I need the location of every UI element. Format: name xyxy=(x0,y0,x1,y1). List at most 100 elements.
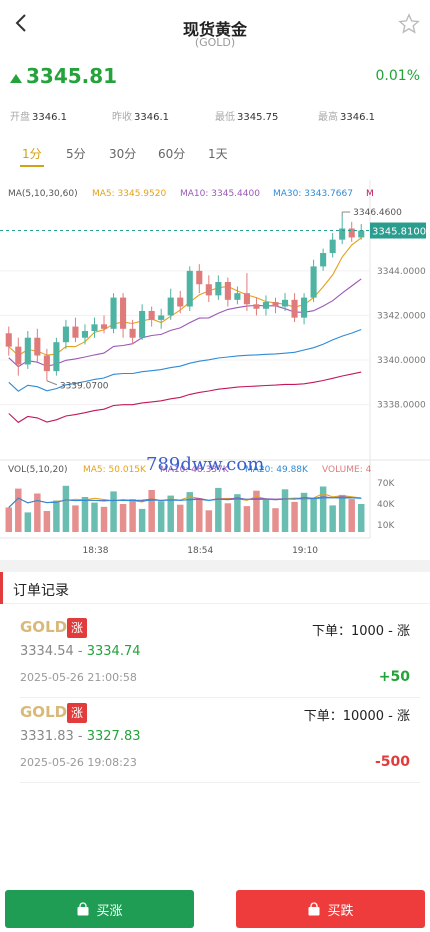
tab-5min[interactable]: 5分 xyxy=(66,147,86,161)
x-tick-label: 18:38 xyxy=(83,546,109,556)
candle-body xyxy=(15,346,22,365)
volume-bar xyxy=(24,512,32,532)
order-direction-badge: 涨 xyxy=(67,618,87,638)
candle-body xyxy=(348,228,355,238)
candle-body xyxy=(339,228,346,240)
order-price-dash: - xyxy=(73,644,87,659)
order-time: 2025-05-26 21:00:58 xyxy=(20,671,137,684)
volume-bar xyxy=(15,488,22,532)
volume-bar xyxy=(157,501,165,532)
candle-body xyxy=(186,270,193,307)
order-direction-badge: 涨 xyxy=(67,703,87,723)
chart-background xyxy=(0,180,430,560)
vol-ma20-legend: MA20: 49.88K xyxy=(245,465,309,475)
ma30-line xyxy=(8,328,362,392)
x-axis-labels: 18:38 18:54 19:10 xyxy=(83,546,319,556)
volume-bar xyxy=(300,492,308,532)
candle-body xyxy=(205,284,212,296)
candle-body xyxy=(34,337,41,356)
volume-bar xyxy=(186,492,194,532)
candle-body xyxy=(148,310,155,320)
ma30-legend: MA30: 3343.7667 xyxy=(273,189,353,199)
stats-row: 开盘 3346.1 昨收 3346.1 最低 3345.75 最高 3346.1 xyxy=(10,108,430,123)
order-prices: 3331.83 - 3327.83 xyxy=(20,729,141,744)
candle-body xyxy=(310,266,317,298)
volume-bar xyxy=(272,508,279,532)
vol-tick-label: 70K xyxy=(377,479,395,489)
tab-1day[interactable]: 1天 xyxy=(208,147,228,161)
volume-bar xyxy=(281,489,289,532)
volume-bar xyxy=(176,504,184,532)
order-open-price: 3331.83 xyxy=(20,729,74,744)
candle-body xyxy=(167,297,174,316)
volume-bar xyxy=(329,505,336,532)
high-label: 3346.4600 xyxy=(353,208,402,218)
candle-body xyxy=(24,337,31,365)
order-item[interactable]: GOLD 涨 下单：10000 - 涨 3331.83 - 3327.83 20… xyxy=(20,703,420,783)
volume-bar xyxy=(262,499,270,532)
vol-ma10-legend: MA10: 48.337K xyxy=(160,465,230,475)
y-axis-labels: 3344.0000 3342.0000 3340.0000 3338.0000 xyxy=(377,267,426,411)
tab-60min[interactable]: 60分 xyxy=(158,147,186,161)
buy-down-button[interactable]: 买跌 xyxy=(236,890,425,928)
order-item[interactable]: GOLD 涨 下单：1000 - 涨 3334.54 - 3334.74 202… xyxy=(20,618,420,698)
order-close-price: 3334.74 xyxy=(86,644,141,659)
buy-down-label: 买跌 xyxy=(327,903,354,919)
kline-svg[interactable]: MA(5,10,30,60) MA5: 3345.9520 MA10: 3345… xyxy=(0,180,430,560)
volume-bar xyxy=(148,490,155,532)
candle-body xyxy=(320,253,327,267)
vol-legend: VOL(5,10,20) MA5: 50.015K MA10: 48.337K … xyxy=(8,465,372,475)
order-prices: 3334.54 - 3334.74 xyxy=(20,644,141,659)
current-price-tag xyxy=(370,222,426,239)
candle-body xyxy=(262,302,270,309)
quote-row: 3345.81 0.01% xyxy=(0,62,430,92)
back-arrow-icon[interactable] xyxy=(12,12,32,34)
volume-bar xyxy=(196,498,203,532)
change-percent: 0.01% xyxy=(375,68,420,84)
volume-bar xyxy=(138,508,146,532)
volume-bar xyxy=(119,504,127,532)
vol-legend-label: VOL(5,10,20) xyxy=(8,465,67,475)
volume-bar xyxy=(110,491,117,532)
low-label: 3339.0700 xyxy=(60,382,109,392)
candle-body xyxy=(234,293,241,300)
ma-legend-label: MA(5,10,30,60) xyxy=(8,189,78,199)
tab-1min[interactable]: 1分 xyxy=(22,147,42,161)
volume-bar xyxy=(243,506,251,532)
volume-bar xyxy=(91,502,98,532)
volume-bar xyxy=(215,487,222,532)
up-arrow-icon xyxy=(10,74,22,83)
candle-body xyxy=(5,333,12,347)
candle-body xyxy=(129,328,136,338)
candle-body xyxy=(43,355,50,372)
volume-bar xyxy=(129,499,136,532)
volume-bar xyxy=(253,490,260,532)
tab-30min[interactable]: 30分 xyxy=(109,147,137,161)
volume-bar xyxy=(34,493,41,532)
volume-bar xyxy=(81,497,89,532)
current-price: 3345.81 xyxy=(26,64,118,88)
volume-bar xyxy=(338,494,346,532)
orders-title: 订单记录 xyxy=(13,583,69,599)
volume-axis-labels: 70K 40K 10K xyxy=(377,479,395,531)
favorite-star-icon[interactable] xyxy=(398,13,420,35)
volume-bar xyxy=(319,486,327,532)
page-subtitle: (GOLD) xyxy=(194,36,236,49)
y-tick-label: 3338.0000 xyxy=(377,401,426,411)
order-price-dash: - xyxy=(73,729,87,744)
ma-legend: MA(5,10,30,60) MA5: 3345.9520 MA10: 3345… xyxy=(8,189,374,199)
candle-body xyxy=(53,342,60,372)
candle-body xyxy=(62,326,69,343)
volume-bar xyxy=(43,511,51,532)
ma60-legend: M xyxy=(366,189,374,199)
volume-bar xyxy=(53,500,60,532)
y-tick-label: 3344.0000 xyxy=(377,267,426,277)
kline-chart[interactable]: MA(5,10,30,60) MA5: 3345.9520 MA10: 3345… xyxy=(0,180,430,560)
volume-bar xyxy=(224,503,232,532)
order-symbol: GOLD xyxy=(20,618,68,636)
buy-up-button[interactable]: 买涨 xyxy=(5,890,194,928)
current-price-label: 3345.8100 xyxy=(372,227,426,238)
active-tab-underline xyxy=(20,165,44,167)
candle-body xyxy=(358,230,365,238)
order-time: 2025-05-26 19:08:23 xyxy=(20,756,137,769)
